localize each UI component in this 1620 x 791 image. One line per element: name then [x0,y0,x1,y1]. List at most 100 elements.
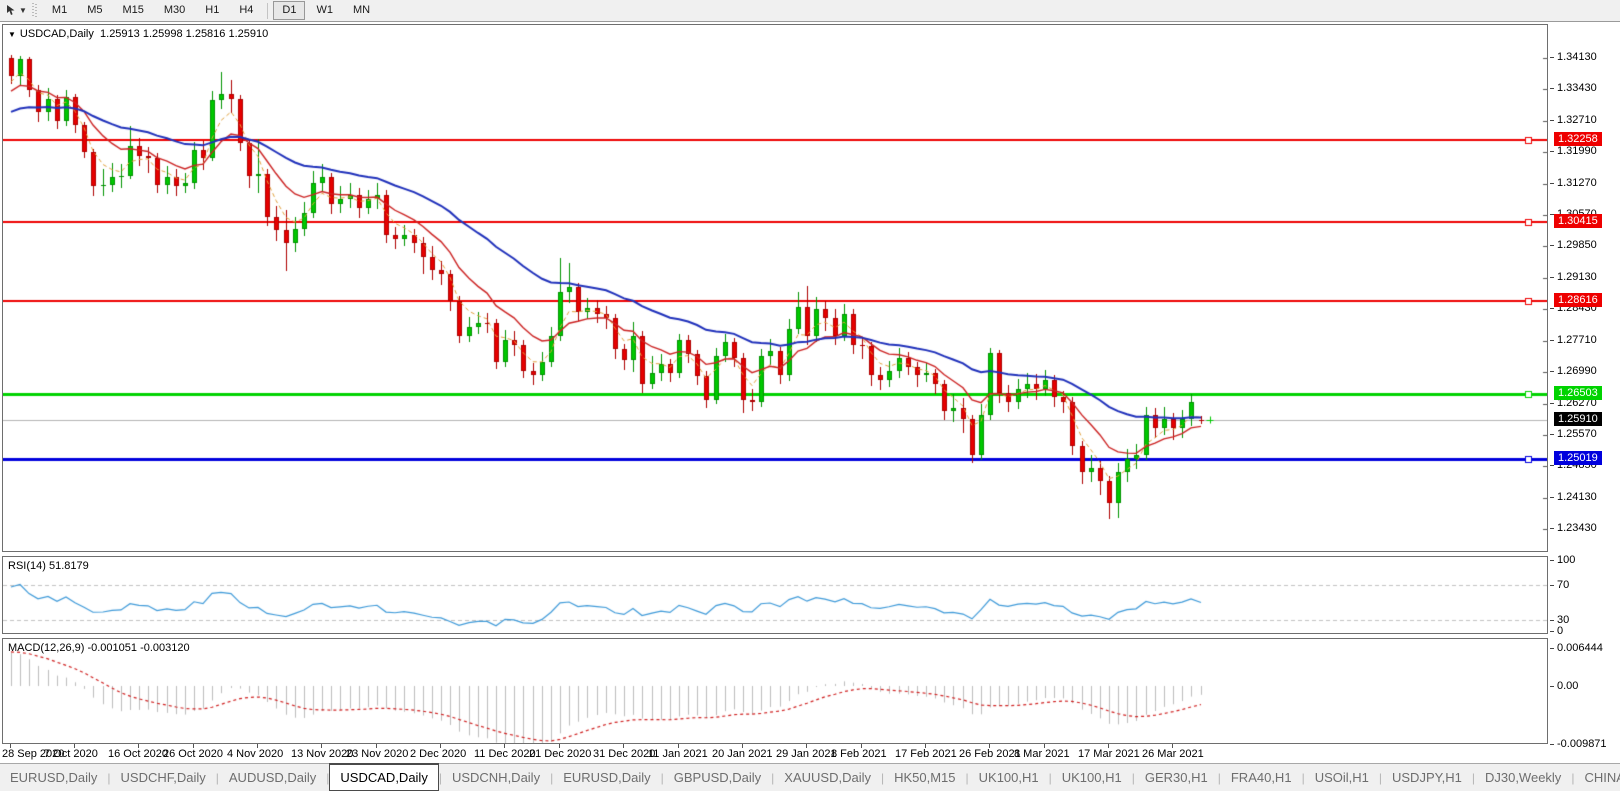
date-label: 26 Feb 2021 [959,748,1021,760]
timeframe-button-d1[interactable]: D1 [273,1,306,20]
tab-hk50-m15[interactable]: HK50,M15 [894,770,956,785]
tab-china300-h1[interactable]: CHINA300,H1 [1584,770,1620,785]
price-chart-canvas[interactable] [3,25,1547,551]
tab-separator: | [1471,770,1475,785]
price-level-label-1.28616: 1.28616 [1554,293,1602,307]
tab-separator: | [326,770,330,785]
tab-separator: | [1378,770,1382,785]
tab-eurusd-daily[interactable]: EURUSD,Daily [563,770,651,785]
price-axis-tick: 1.27710 [1550,334,1597,346]
rsi-axis-tick: 70 [1550,579,1569,591]
tab-ger30-h1[interactable]: GER30,H1 [1144,770,1208,785]
tab-audusd-daily[interactable]: AUDUSD,Daily [228,770,317,785]
date-tick [74,744,75,748]
date-tick [376,744,377,748]
rsi-axis-tick: 100 [1550,554,1575,566]
date-label: 8 Feb 2021 [831,748,887,760]
price-level-label-1.26503: 1.26503 [1554,386,1602,400]
chart-cursor-icon[interactable] [3,3,19,19]
price-axis-tick: 1.25570 [1550,428,1597,440]
tab-separator: | [880,770,885,785]
toolbar-grip[interactable] [31,3,37,18]
timeframe-button-m5[interactable]: M5 [78,1,111,20]
toolbar-separator [267,2,269,19]
price-axis: 1.341301.334301.327101.319901.312701.305… [1550,22,1620,763]
bid-price-label: 1.25910 [1554,412,1602,426]
date-label: 26 Mar 2021 [1142,748,1204,760]
price-level-label-1.30415: 1.30415 [1554,214,1602,228]
date-label: 4 Nov 2020 [227,748,284,760]
date-tick [678,744,679,748]
date-label: 29 Jan 2021 [776,748,837,760]
date-tick [742,744,743,748]
price-axis-tick: 1.33430 [1550,82,1597,94]
macd-axis-tick: 0.00 [1550,680,1578,692]
tab-uk100-h1[interactable]: UK100,H1 [1061,770,1122,785]
rsi-axis-tick: 0 [1550,625,1563,637]
date-label: 31 Dec 2020 [593,748,656,760]
tab-eurusd-daily[interactable]: EURUSD,Daily [10,770,98,785]
macd-canvas[interactable] [3,639,1547,743]
tab-usdjpy-h1[interactable]: USDJPY,H1 [1392,770,1462,785]
tab-gbpusd-daily[interactable]: GBPUSD,Daily [673,770,762,785]
date-tick [989,744,990,748]
timeframe-button-m15[interactable]: M15 [113,1,152,20]
date-label: 23 Nov 2020 [346,748,409,760]
tab-separator: | [660,770,664,785]
tab-separator: | [771,770,775,785]
rsi-canvas[interactable] [3,557,1547,633]
top-toolbar: ▼ M1 M5 M15 M30 H1 H4 D1 W1 MN [0,0,1620,22]
date-label: 7 Oct 2020 [44,748,98,760]
timeframe-button-m30[interactable]: M30 [155,1,194,20]
timeframe-button-h1[interactable]: H1 [196,1,228,20]
price-axis-tick: 1.29850 [1550,239,1597,251]
tab-usdcad-daily[interactable]: USDCAD,Daily [329,763,439,791]
tab-fra40-h1[interactable]: FRA40,H1 [1230,770,1292,785]
date-tick [1108,744,1109,748]
timeframe-button-m1[interactable]: M1 [43,1,76,20]
date-tick [257,744,258,748]
price-axis-tick: 1.34130 [1550,51,1597,63]
date-label: 8 Mar 2021 [1014,748,1070,760]
tab-usoil-h1[interactable]: USOil,H1 [1314,770,1369,785]
date-label: 13 Nov 2020 [291,748,354,760]
rsi-axis-tick: 30 [1550,614,1569,626]
price-axis-tick: 1.24130 [1550,491,1597,503]
date-tick [1172,744,1173,748]
date-tick [10,744,11,748]
tab-usdchf-daily[interactable]: USDCHF,Daily [120,770,206,785]
price-axis-tick: 1.26990 [1550,365,1597,377]
price-axis-tick: 1.32710 [1550,114,1597,126]
timeframe-button-w1[interactable]: W1 [307,1,342,20]
tab-dj30-weekly[interactable]: DJ30,Weekly [1484,770,1562,785]
timeframe-button-h4[interactable]: H4 [230,1,262,20]
tab-usdcnh-daily[interactable]: USDCNH,Daily [451,770,541,785]
date-axis: 28 Sep 2020 7 Oct 2020 16 Oct 2020 26 Oct 2… [2,744,1548,763]
tab-separator: | [107,770,111,785]
tab-separator: | [550,770,554,785]
date-tick [861,744,862,748]
price-axis-tick: 1.23430 [1550,522,1597,534]
symbol-dropdown-icon[interactable]: ▼ [8,30,16,39]
date-tick [504,744,505,748]
tab-xauusd-daily[interactable]: XAUUSD,Daily [784,770,871,785]
date-tick [623,744,624,748]
date-label: 28 Sep 2020 [2,748,65,760]
price-axis-tick: 1.31990 [1550,145,1597,157]
date-tick [321,744,322,748]
date-tick [138,744,139,748]
tab-separator: | [1217,770,1221,785]
tool-dropdown-caret[interactable]: ▼ [19,6,27,15]
tab-separator: | [1048,770,1052,785]
tab-separator: | [1301,770,1305,785]
date-tick [1044,744,1045,748]
macd-indicator-panel: MACD(12,26,9) -0.001051 -0.003120 [2,638,1548,744]
tab-uk100-h1[interactable]: UK100,H1 [978,770,1039,785]
price-level-label-1.32258: 1.32258 [1554,132,1602,146]
price-axis-tick: 1.26270 [1550,397,1597,409]
date-tick [559,744,560,748]
rsi-indicator-panel: RSI(14) 51.8179 [2,556,1548,634]
date-label: 20 Jan 2021 [712,748,773,760]
date-tick [440,744,441,748]
timeframe-button-mn[interactable]: MN [344,1,379,20]
